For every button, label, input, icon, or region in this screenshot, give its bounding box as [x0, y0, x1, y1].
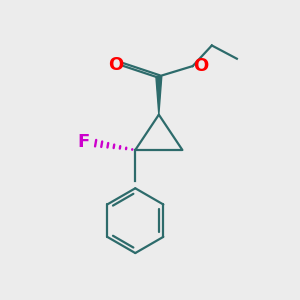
Text: F: F	[77, 133, 89, 151]
Text: O: O	[108, 56, 123, 74]
Text: O: O	[193, 57, 208, 75]
Polygon shape	[156, 76, 162, 115]
